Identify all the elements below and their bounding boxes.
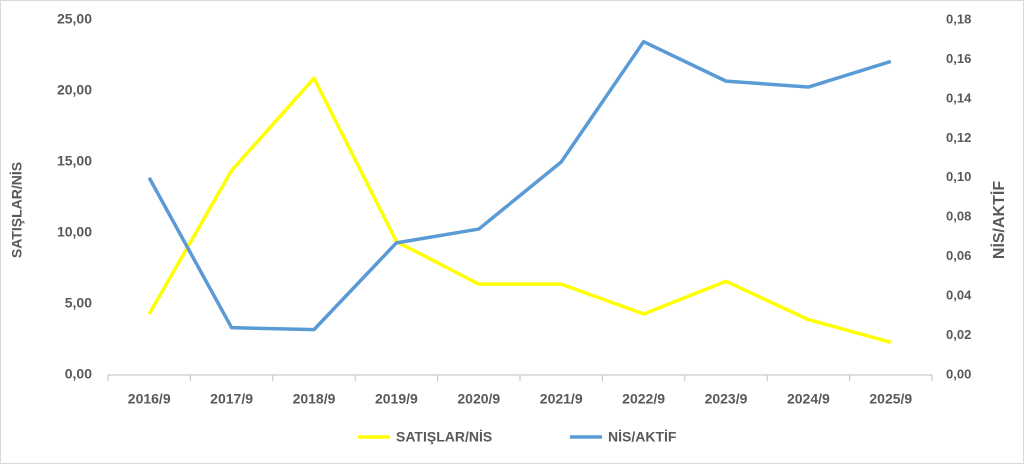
y-tick-label: 5,00 <box>65 295 92 311</box>
x-tick-label: 2022/9 <box>622 391 665 407</box>
y-axis-title: SATIŞLAR/NİS <box>9 162 25 258</box>
legend-label: NİS/AKTİF <box>608 429 677 445</box>
x-tick-label: 2018/9 <box>293 391 336 407</box>
x-tick-label: 2021/9 <box>540 391 583 407</box>
y-tick-label: 10,00 <box>57 224 92 240</box>
x-tick-label: 2023/9 <box>705 391 748 407</box>
y2-axis-title: NİS/AKTİF <box>990 181 1008 259</box>
x-tick-label: 2024/9 <box>787 391 830 407</box>
x-tick-label: 2016/9 <box>128 391 171 407</box>
y2-tick-label: 0,08 <box>946 209 971 224</box>
legend-label: SATIŞLAR/NİS <box>396 429 492 445</box>
series-line <box>147 39 892 332</box>
x-tick-label: 2019/9 <box>375 391 418 407</box>
y2-tick-label: 0,02 <box>946 327 971 342</box>
y2-tick-label: 0,16 <box>946 51 971 66</box>
x-tick-label: 2020/9 <box>457 391 500 407</box>
x-tick-label: 2025/9 <box>869 391 912 407</box>
y2-tick-label: 0,00 <box>946 366 971 381</box>
y2-tick-label: 0,10 <box>946 169 971 184</box>
y2-tick-label: 0,18 <box>946 11 971 26</box>
y2-tick-label: 0,12 <box>946 130 971 145</box>
y-tick-label: 20,00 <box>57 82 92 98</box>
y-tick-label: 0,00 <box>65 366 92 382</box>
x-tick-label: 2017/9 <box>210 391 253 407</box>
y2-tick-label: 0,14 <box>946 90 972 105</box>
y-tick-label: 25,00 <box>57 11 92 27</box>
y-tick-label: 15,00 <box>57 153 92 169</box>
y2-tick-label: 0,06 <box>946 248 971 263</box>
series-line <box>147 76 892 345</box>
y2-tick-label: 0,04 <box>946 288 972 303</box>
